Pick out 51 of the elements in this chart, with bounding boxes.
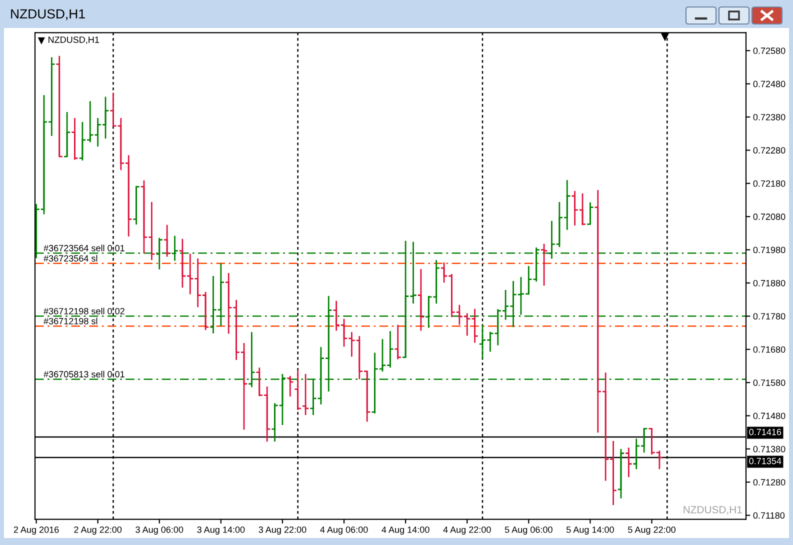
y-tick-label: 0.71880 <box>753 280 786 286</box>
x-tick-label: 4 Aug 22:00 <box>443 526 491 535</box>
y-tick-label: 0.72380 <box>753 114 786 120</box>
candlestick <box>70 117 79 161</box>
x-tick-label: 4 Aug 06:00 <box>320 526 368 535</box>
y-tick-label: 0.72180 <box>753 180 786 187</box>
ref-line-label: #36705813 sell 0.01 <box>44 370 124 378</box>
y-tick-label: 0.71180 <box>753 512 785 519</box>
candlestick <box>63 111 71 158</box>
y-tick-label: 0.72480 <box>753 80 786 88</box>
x-tick-label: 3 Aug 14:00 <box>197 526 245 535</box>
y-tick-label: 0.71280 <box>753 479 786 486</box>
ref-line-label: #36712198 sl <box>44 318 98 324</box>
chart-title: NZDUSD,H1 <box>11 9 85 20</box>
x-tick-label: 4 Aug 14:00 <box>382 526 430 535</box>
ref-line-label: 0.71354 <box>749 458 782 464</box>
chart-subtitle: NZDUSD,H1 <box>48 36 100 44</box>
y-tick-label: 0.72080 <box>753 214 786 220</box>
x-tick-label: 2 Aug 2016 <box>14 526 59 535</box>
x-tick-label: 5 Aug 22:00 <box>628 526 676 535</box>
ref-line-label: #36723564 sl <box>44 254 98 262</box>
candlestick <box>286 375 294 398</box>
candlestick <box>586 202 594 225</box>
x-tick-label: 3 Aug 22:00 <box>258 526 306 535</box>
x-tick-label: 2 Aug 22:00 <box>74 526 122 535</box>
candlestick <box>56 55 64 158</box>
ref-line-label: #36723564 sell 0.01 <box>44 244 124 252</box>
candlestick <box>302 373 310 416</box>
x-tick-label: 5 Aug 06:00 <box>504 526 552 535</box>
x-tick-label: 3 Aug 06:00 <box>136 526 184 535</box>
ref-line-label: #36712198 sell 0.02 <box>44 308 124 314</box>
candlestick <box>294 369 302 411</box>
y-tick-label: 0.72280 <box>753 147 786 154</box>
y-tick-label: 0.71780 <box>753 313 786 320</box>
candlestick <box>624 446 632 478</box>
candlestick <box>540 243 548 286</box>
y-tick-label: 0.71980 <box>753 246 786 254</box>
candlestick <box>394 324 402 360</box>
y-tick-label: 0.71480 <box>753 412 786 420</box>
annotation: NZDUSD,H1 <box>684 506 742 515</box>
candlestick <box>163 224 171 258</box>
candlestick <box>132 185 140 226</box>
ref-line-label: 0.71416 <box>749 428 782 436</box>
x-tick-label: 5 Aug 14:00 <box>566 526 614 535</box>
y-tick-label: 0.71580 <box>753 380 786 386</box>
candlestick <box>432 259 440 304</box>
candlestick <box>617 448 625 500</box>
y-tick-label: 0.71680 <box>753 346 786 353</box>
y-tick-label: 0.72580 <box>753 48 786 54</box>
candlestick <box>417 268 425 332</box>
y-tick-label: 0.71380 <box>753 446 786 452</box>
